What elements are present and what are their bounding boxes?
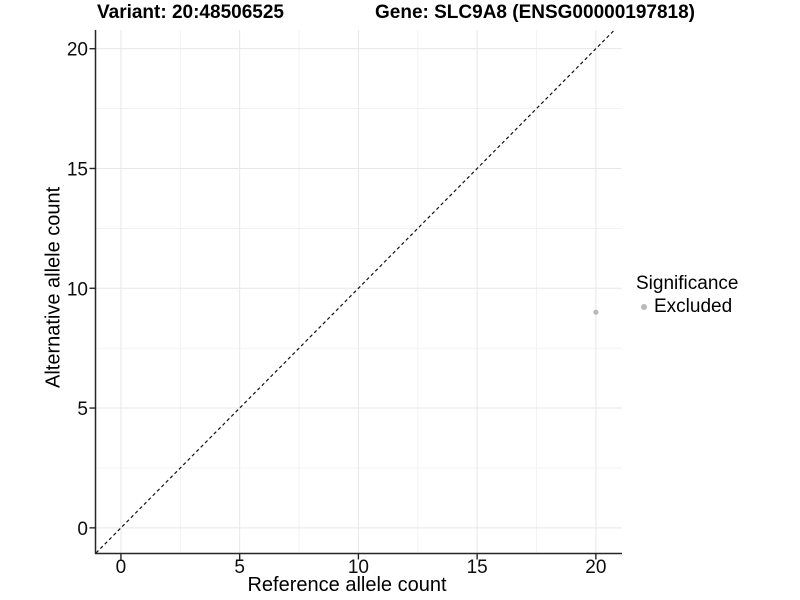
x-tick-label: 20: [585, 557, 606, 578]
x-axis-title: Reference allele count: [247, 574, 447, 596]
y-tick-label: 5: [77, 399, 88, 420]
data-point: [593, 309, 599, 315]
plot-title-gene: Gene: SLC9A8 (ENSG00000197818): [375, 2, 695, 23]
legend: Significance Excluded: [636, 272, 738, 318]
legend-entry-excluded: Excluded: [636, 295, 738, 318]
identity-dashed-line: [95, 29, 615, 554]
legend-entry-label: Excluded: [654, 296, 733, 317]
y-axis-title: Alternative allele count: [42, 186, 65, 389]
y-tick-label: 20: [67, 40, 88, 61]
legend-point-swatch-icon: [641, 303, 647, 310]
y-tick-label: 0: [77, 519, 88, 540]
y-tick-label: 10: [67, 279, 88, 300]
x-tick-label: 0: [116, 557, 127, 578]
x-tick-label: 10: [348, 557, 369, 578]
legend-title: Significance: [636, 273, 739, 294]
x-tick-label: 15: [467, 557, 488, 578]
plot-title-variant: Variant: 20:48506525: [97, 2, 284, 23]
y-tick-label: 15: [67, 159, 88, 180]
x-tick-label: 5: [234, 557, 245, 578]
